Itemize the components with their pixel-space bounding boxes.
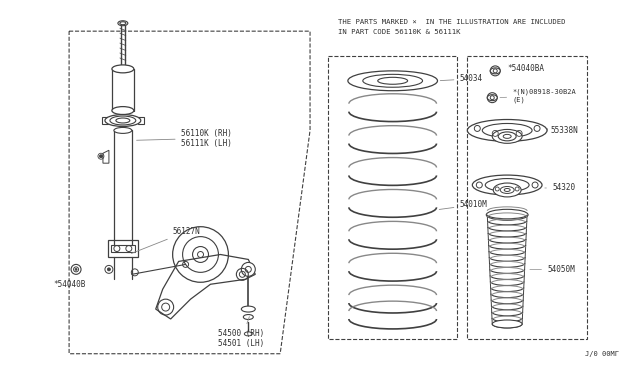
Ellipse shape bbox=[112, 107, 134, 115]
Circle shape bbox=[241, 262, 255, 276]
Bar bbox=[102, 116, 108, 125]
Text: *(N)08918-30B2A
(E): *(N)08918-30B2A (E) bbox=[500, 89, 576, 103]
Bar bbox=[138, 116, 144, 125]
Text: 54320: 54320 bbox=[545, 183, 575, 192]
Bar bbox=[111, 244, 135, 253]
Bar bbox=[328, 56, 458, 339]
Ellipse shape bbox=[504, 189, 510, 192]
Ellipse shape bbox=[114, 128, 132, 134]
Text: 56127N: 56127N bbox=[131, 227, 200, 253]
Ellipse shape bbox=[120, 22, 126, 25]
Circle shape bbox=[75, 268, 77, 270]
Circle shape bbox=[99, 155, 102, 158]
Bar bbox=[108, 240, 138, 257]
Text: 55338N: 55338N bbox=[550, 126, 578, 135]
Ellipse shape bbox=[243, 315, 253, 320]
Text: 54050M: 54050M bbox=[530, 265, 575, 274]
Text: 54034: 54034 bbox=[440, 74, 483, 83]
Text: 54500 (RH)
54501 (LH): 54500 (RH) 54501 (LH) bbox=[218, 317, 265, 348]
Circle shape bbox=[198, 251, 204, 257]
Circle shape bbox=[108, 268, 111, 271]
Ellipse shape bbox=[492, 129, 522, 143]
Ellipse shape bbox=[472, 175, 542, 195]
Text: *54040BA: *54040BA bbox=[507, 64, 544, 73]
Ellipse shape bbox=[492, 320, 522, 328]
Ellipse shape bbox=[483, 124, 532, 137]
Ellipse shape bbox=[116, 118, 130, 123]
Text: IN PART CODE 56110K & 56111K: IN PART CODE 56110K & 56111K bbox=[338, 29, 460, 35]
Text: *54040B: *54040B bbox=[53, 280, 86, 289]
Bar bbox=[467, 56, 587, 339]
Text: THE PARTS MARKED ×  IN THE ILLUSTRATION ARE INCLUDED: THE PARTS MARKED × IN THE ILLUSTRATION A… bbox=[338, 19, 565, 25]
Text: J/0 00MΓ: J/0 00MΓ bbox=[585, 351, 619, 357]
Text: 54010M: 54010M bbox=[439, 201, 487, 209]
Ellipse shape bbox=[378, 77, 408, 84]
Ellipse shape bbox=[487, 95, 497, 101]
Ellipse shape bbox=[490, 68, 500, 74]
Circle shape bbox=[490, 96, 494, 100]
Ellipse shape bbox=[118, 21, 128, 26]
Ellipse shape bbox=[244, 332, 252, 336]
Ellipse shape bbox=[498, 132, 516, 141]
Ellipse shape bbox=[493, 183, 521, 197]
Ellipse shape bbox=[241, 306, 255, 312]
Ellipse shape bbox=[105, 115, 141, 126]
Ellipse shape bbox=[467, 119, 547, 141]
Text: 56110K (RH)
56111K (LH): 56110K (RH) 56111K (LH) bbox=[136, 129, 232, 148]
Ellipse shape bbox=[112, 65, 134, 73]
Ellipse shape bbox=[110, 116, 136, 125]
Ellipse shape bbox=[485, 179, 529, 192]
Ellipse shape bbox=[500, 186, 514, 193]
Ellipse shape bbox=[486, 209, 528, 220]
Ellipse shape bbox=[503, 134, 511, 138]
Ellipse shape bbox=[363, 74, 422, 87]
Ellipse shape bbox=[348, 71, 438, 91]
